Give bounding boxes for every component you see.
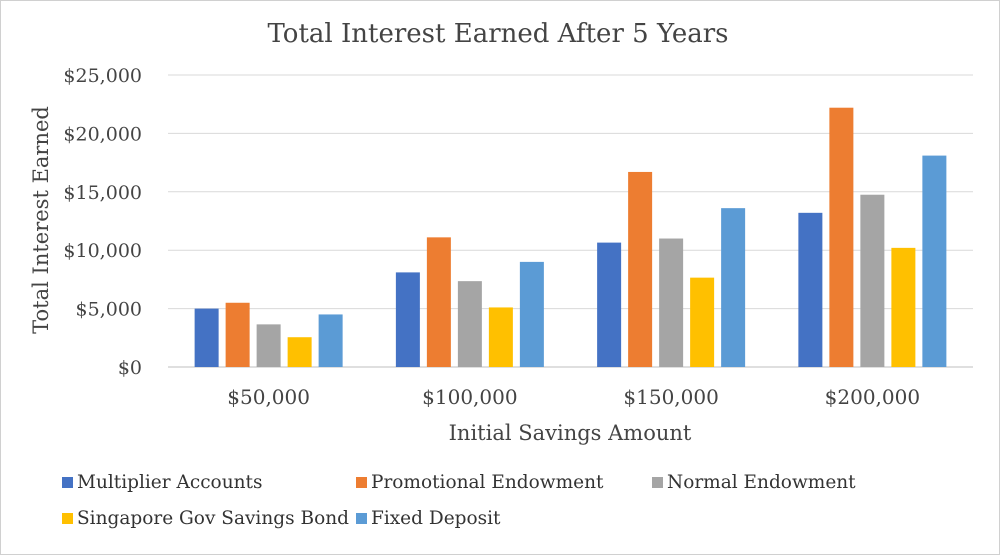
bar bbox=[395, 272, 420, 367]
legend-label: Multiplier Accounts bbox=[77, 472, 262, 493]
y-tick-label: $5,000 bbox=[76, 299, 142, 321]
x-tick-label: $100,000 bbox=[422, 385, 517, 409]
bar bbox=[721, 208, 746, 367]
bar bbox=[798, 212, 823, 367]
y-tick-label: $20,000 bbox=[63, 123, 142, 145]
x-axis-label: Initial Savings Amount bbox=[449, 421, 692, 445]
y-tick-label: $25,000 bbox=[63, 65, 142, 87]
legend-label: Singapore Gov Savings Bond bbox=[77, 508, 349, 529]
bar bbox=[597, 242, 622, 367]
bar bbox=[659, 238, 684, 367]
chart-title: Total Interest Earned After 5 Years bbox=[267, 19, 728, 49]
legend-swatch bbox=[62, 477, 73, 488]
x-tick-label: $50,000 bbox=[227, 385, 310, 409]
legend-label: Normal Endowment bbox=[667, 472, 856, 493]
legend: Multiplier Accounts Promotional Endowment… bbox=[62, 472, 856, 529]
bar bbox=[318, 314, 343, 367]
legend-item: Fixed Deposit bbox=[356, 508, 501, 529]
bar bbox=[829, 107, 854, 367]
legend-label: Fixed Deposit bbox=[371, 508, 501, 529]
legend-swatch bbox=[356, 477, 367, 488]
bar bbox=[891, 247, 916, 367]
legend-item: Multiplier Accounts bbox=[62, 472, 262, 493]
bar bbox=[457, 281, 482, 367]
y-tick-label: $0 bbox=[118, 357, 142, 379]
bar bbox=[426, 237, 451, 367]
legend-item: Normal Endowment bbox=[652, 472, 856, 493]
legend-item: Promotional Endowment bbox=[356, 472, 604, 493]
y-axis-ticks: $0 $5,000 $10,000 $15,000 $20,000 $25,000 bbox=[63, 65, 142, 379]
bar bbox=[194, 308, 219, 367]
legend-item: Singapore Gov Savings Bond bbox=[62, 508, 349, 529]
bars bbox=[194, 107, 947, 367]
bar bbox=[860, 194, 885, 367]
y-tick-label: $10,000 bbox=[63, 240, 142, 262]
legend-swatch bbox=[652, 477, 663, 488]
legend-swatch bbox=[62, 513, 73, 524]
bar bbox=[519, 261, 544, 367]
y-axis-label: Total Interest Earned bbox=[29, 106, 53, 334]
bar bbox=[225, 302, 250, 367]
legend-swatch bbox=[356, 513, 367, 524]
bar bbox=[488, 307, 513, 367]
bar bbox=[287, 337, 312, 367]
bar bbox=[256, 324, 281, 367]
x-tick-label: $200,000 bbox=[825, 385, 920, 409]
bar bbox=[922, 155, 947, 367]
legend-label: Promotional Endowment bbox=[371, 472, 604, 493]
bar bbox=[690, 277, 715, 367]
bar bbox=[628, 171, 653, 367]
x-axis-ticks: $50,000 $100,000 $150,000 $200,000 bbox=[227, 385, 920, 409]
y-tick-label: $15,000 bbox=[63, 182, 142, 204]
x-tick-label: $150,000 bbox=[623, 385, 718, 409]
